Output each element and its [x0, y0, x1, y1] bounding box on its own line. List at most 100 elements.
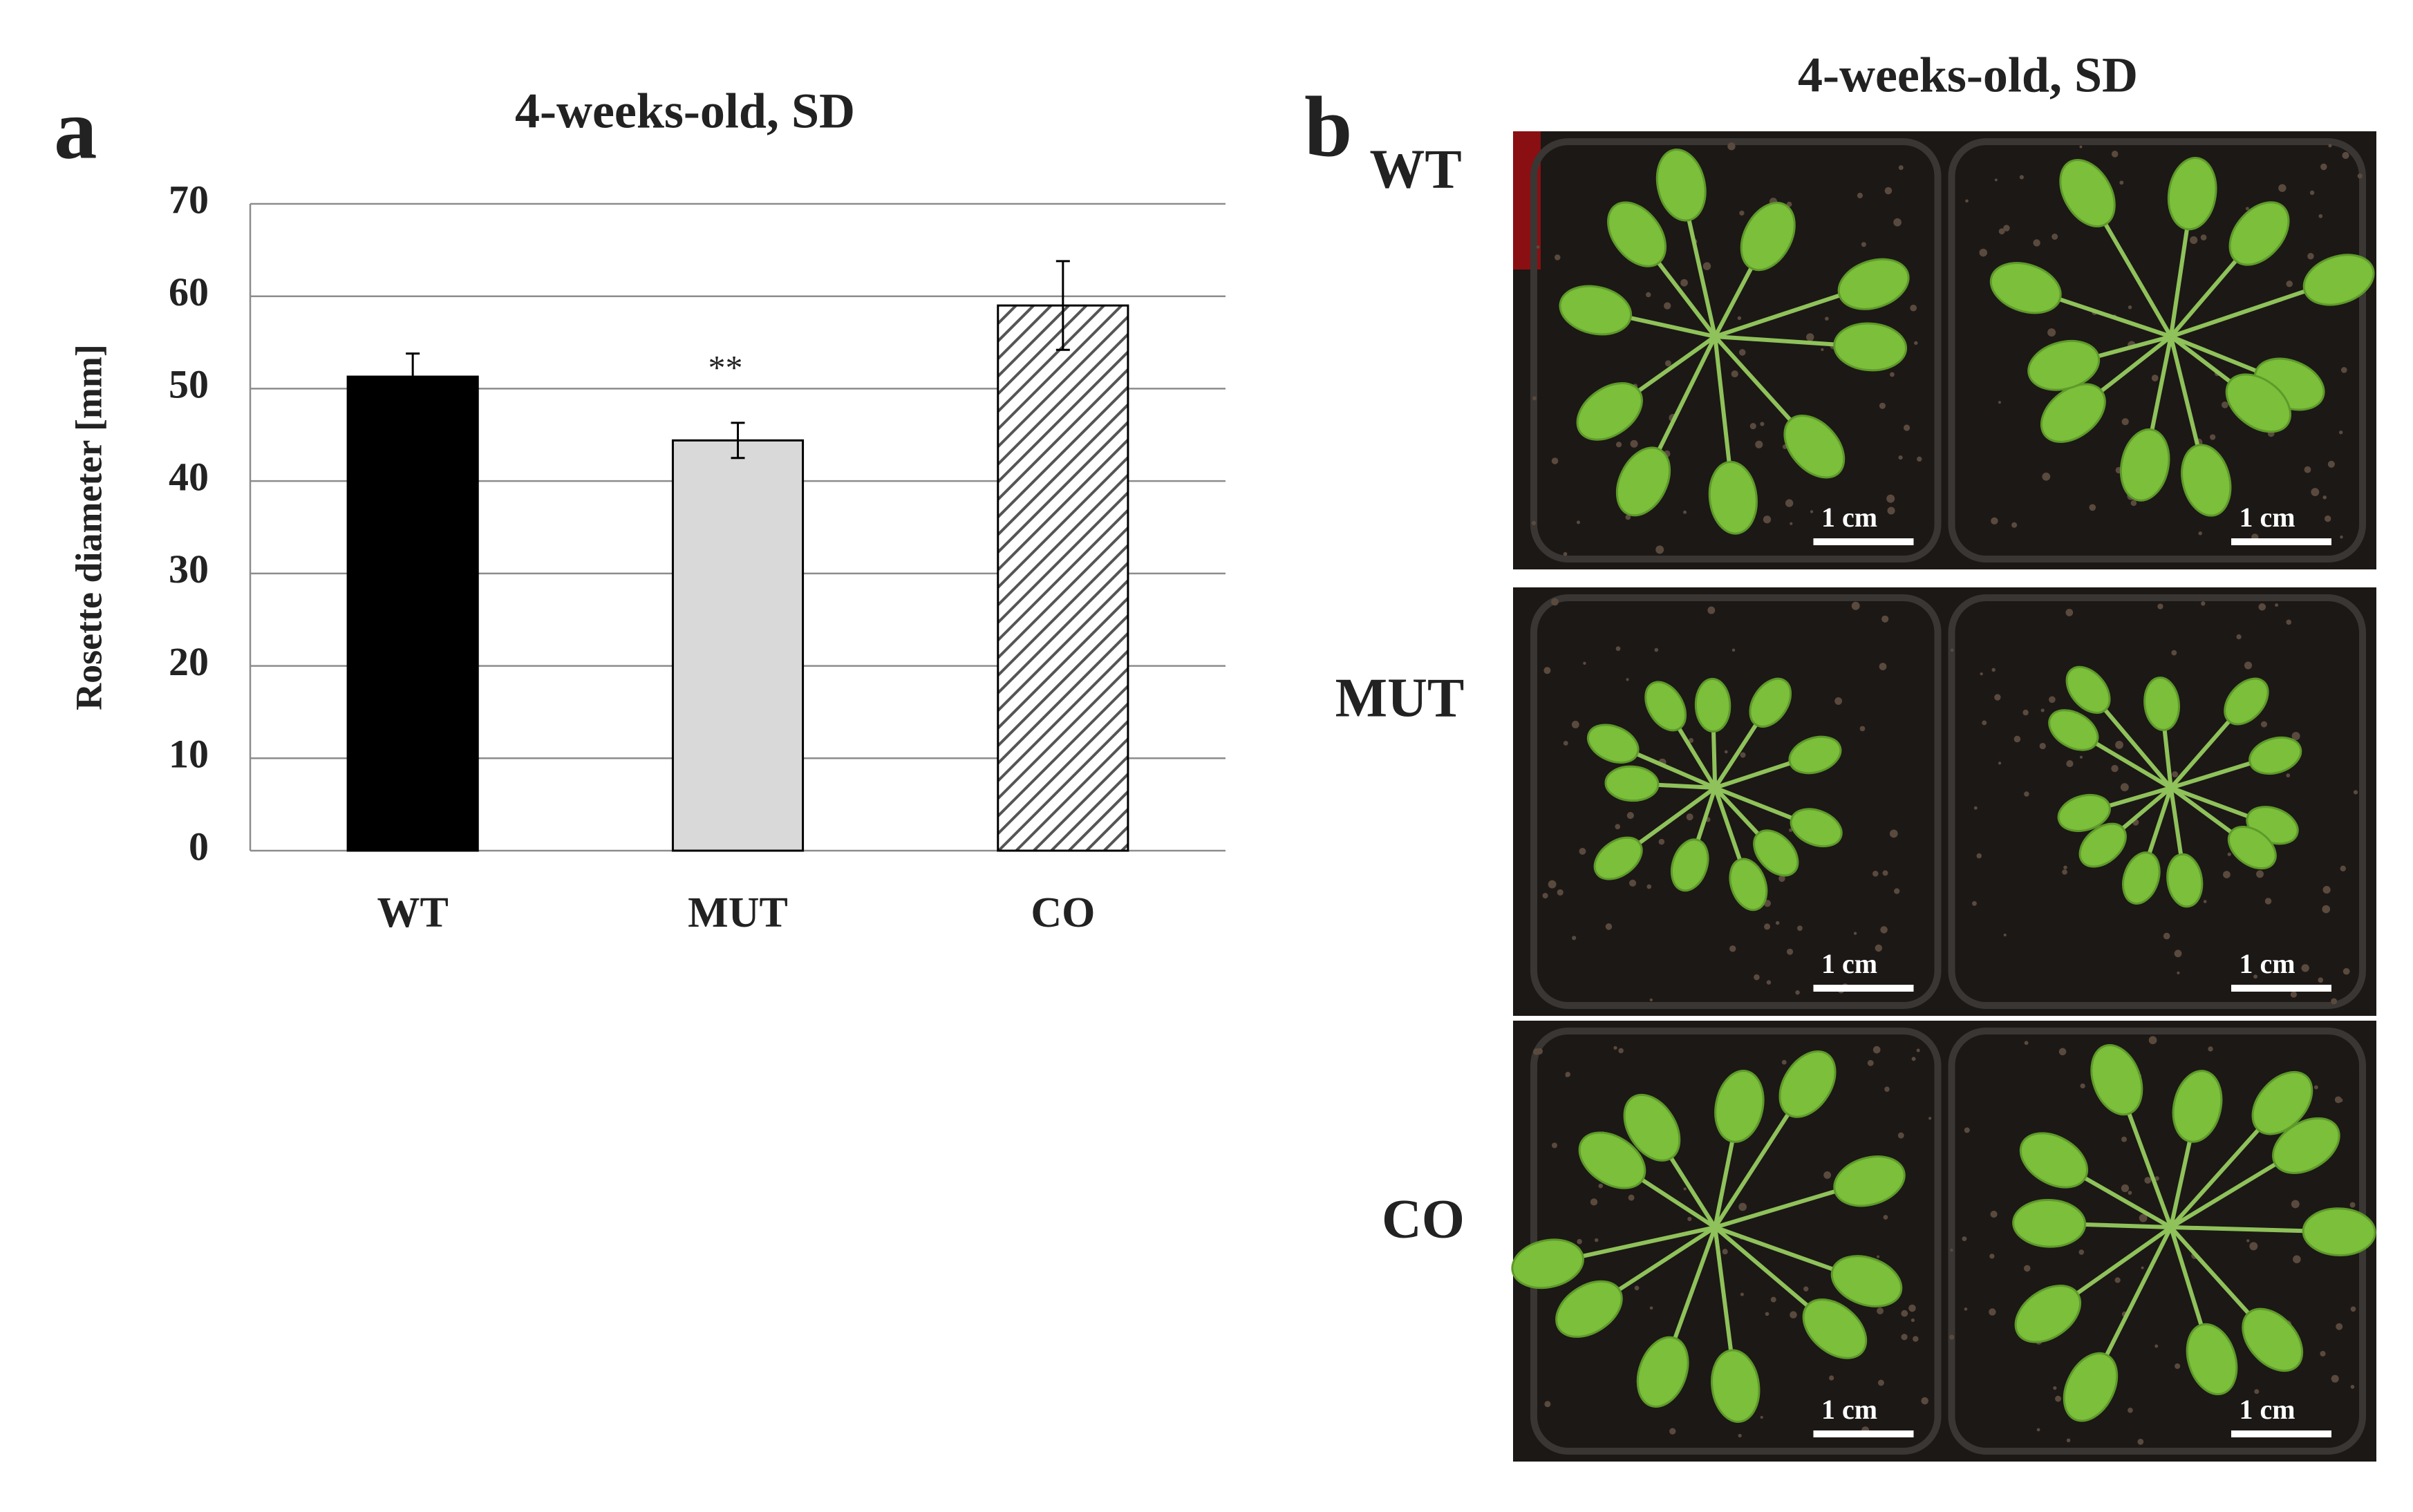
scale-bar — [1813, 1430, 1914, 1437]
soil-speck — [2350, 1385, 2355, 1389]
soil-speck — [1980, 672, 1983, 676]
soil-speck — [2080, 1083, 2085, 1089]
soil-speck — [2121, 418, 2129, 426]
soil-speck — [2201, 601, 2206, 606]
soil-speck — [2258, 603, 2266, 611]
soil-speck — [1775, 920, 1780, 925]
soil-speck — [2342, 151, 2349, 160]
pot — [1948, 138, 2366, 563]
soil-speck — [1964, 1307, 1968, 1311]
soil-speck — [1760, 1415, 1763, 1419]
leaf — [2027, 340, 2101, 391]
soil-speck — [1680, 278, 1688, 287]
soil-speck — [2042, 472, 2051, 481]
soil-speck — [2249, 1242, 2258, 1251]
soil-speck — [1950, 648, 1954, 652]
soil-speck — [2198, 531, 2202, 536]
soil-speck — [1998, 228, 2005, 235]
soil-speck — [2079, 145, 2083, 149]
soil-speck — [2322, 495, 2327, 500]
soil-speck — [1727, 142, 1736, 151]
soil-speck — [2331, 998, 2338, 1005]
soil-speck — [1628, 879, 1637, 887]
soil-speck — [2089, 504, 2096, 511]
soil-speck — [1634, 1285, 1640, 1291]
soil-speck — [1884, 187, 1893, 195]
soil-speck — [2328, 144, 2332, 148]
pot — [1530, 594, 1942, 1009]
soil-speck — [1882, 870, 1888, 876]
soil-speck — [1893, 218, 1902, 227]
soil-speck — [2024, 791, 2029, 797]
soil-speck — [2304, 466, 2311, 473]
soil-speck — [2245, 207, 2249, 211]
chart-title: 4-weeks-old, SD — [515, 84, 855, 139]
soil-speck — [2311, 488, 2320, 496]
scale-bar-label: 1 cm — [2239, 948, 2295, 979]
soil-speck — [1889, 829, 1898, 838]
leaf — [1587, 724, 1640, 764]
soil-speck — [1763, 516, 1772, 524]
soil-speck — [2208, 1046, 2213, 1052]
soil-speck — [1615, 824, 1621, 830]
soil-speck — [2011, 522, 2018, 528]
soil-speck — [1991, 517, 1998, 525]
leaf — [1555, 1280, 1623, 1338]
soil-speck — [2128, 305, 2132, 310]
soil-speck — [2013, 735, 2021, 743]
soil-speck — [2151, 375, 2159, 381]
leaf — [2057, 793, 2111, 832]
soil-speck — [1615, 442, 1622, 448]
soil-speck — [1729, 945, 1736, 952]
soil-speck — [1806, 333, 1814, 341]
soil-speck — [2163, 932, 2170, 940]
soil-speck — [2275, 603, 2279, 607]
row-label: CO — [1382, 1189, 1465, 1249]
soil-speck — [1790, 522, 1793, 525]
y-tick-label: 0 — [189, 824, 209, 869]
leaf — [1593, 836, 1643, 880]
scale-bar — [2231, 538, 2331, 545]
soil-speck — [1795, 990, 1800, 995]
soil-speck — [2325, 515, 2331, 522]
soil-speck — [1613, 1046, 1617, 1050]
scale-bar-label: 1 cm — [2239, 1394, 2295, 1425]
soil-speck — [1731, 370, 1738, 378]
soil-speck — [2055, 1395, 2062, 1402]
soil-speck — [2053, 1386, 2057, 1390]
soil-speck — [2353, 790, 2358, 795]
leaf — [1830, 1255, 1903, 1307]
soil-speck — [1754, 974, 1760, 981]
soil-speck — [1898, 165, 1904, 171]
soil-speck — [2120, 783, 2129, 792]
soil-speck — [1628, 1194, 1635, 1201]
scale-bar — [1813, 538, 1914, 545]
leaf — [1607, 201, 1667, 267]
soil-speck — [1630, 440, 1638, 448]
soil-speck — [2139, 1213, 2148, 1222]
soil-speck — [1557, 889, 1564, 896]
scale-bar-label: 1 cm — [1821, 502, 1877, 533]
soil-speck — [2111, 764, 2119, 773]
soil-speck — [1778, 875, 1785, 882]
soil-speck — [1950, 1248, 1953, 1252]
soil-speck — [1910, 1318, 1915, 1323]
soil-speck — [2128, 1191, 2132, 1195]
soil-speck — [1861, 242, 1866, 247]
soil-speck — [2058, 1048, 2067, 1056]
soil-speck — [1867, 1059, 1874, 1066]
soil-speck — [2278, 184, 2287, 192]
leaf — [1740, 202, 1796, 272]
soil-speck — [1877, 1379, 1884, 1386]
soil-speck — [2320, 1350, 2326, 1357]
y-axis-label: Rosette diameter [mm] — [68, 344, 109, 710]
soil-speck — [1649, 1306, 1653, 1310]
soil-speck — [1908, 1304, 1916, 1312]
soil-speck — [2023, 1265, 2031, 1272]
soil-speck — [2144, 1177, 2152, 1184]
soil-speck — [1764, 923, 1771, 930]
soil-speck — [2036, 1428, 2040, 1432]
soil-speck — [1872, 1046, 1881, 1054]
soil-speck — [1579, 847, 1586, 855]
y-tick-label: 30 — [169, 547, 209, 592]
